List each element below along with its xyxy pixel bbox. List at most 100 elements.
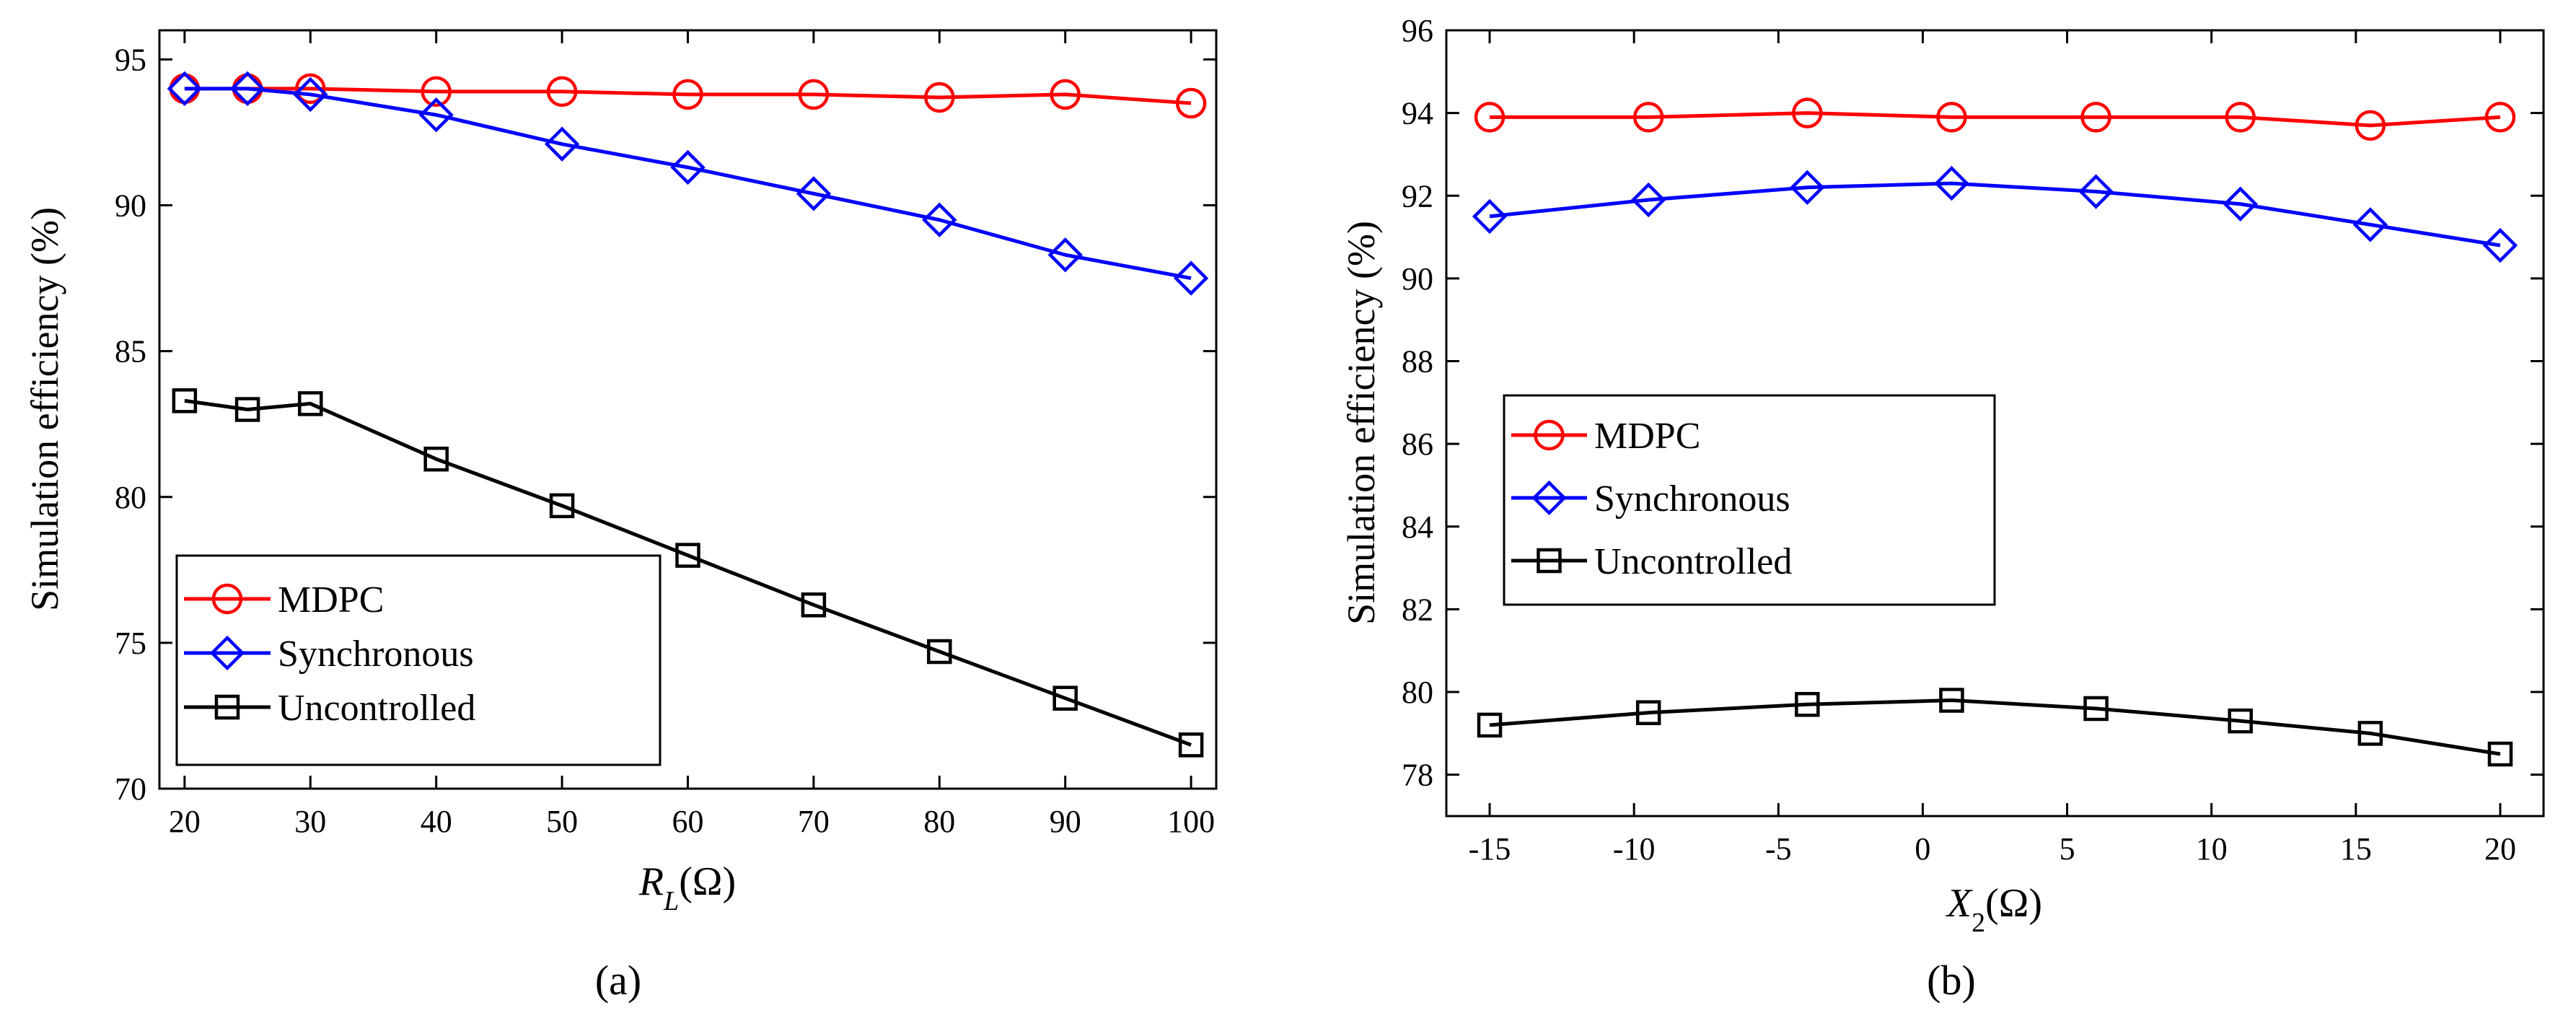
data-point-a-synchronous-1 — [229, 71, 265, 107]
legend-marker-b-uncontrolled — [1537, 548, 1562, 574]
legend-b: MDPC Synchronous Uncontrolled — [1503, 394, 1996, 606]
y-tick-label-b-3: 84 — [1402, 509, 1433, 545]
data-point-a-uncontrolled-4 — [549, 493, 575, 519]
data-point-a-mdpc-6 — [798, 79, 830, 110]
data-point-a-uncontrolled-9 — [1178, 732, 1204, 758]
data-point-a-synchronous-6 — [796, 176, 832, 211]
data-point-b-synchronous-1 — [1631, 182, 1666, 218]
x-tick-label-b-4: 5 — [2060, 831, 2075, 867]
x-tick-label-b-7: 20 — [2484, 831, 2516, 867]
data-point-a-mdpc-3 — [421, 76, 452, 108]
y-tick-label-b-0: 78 — [1402, 758, 1433, 793]
x-tick-label-a-6: 80 — [923, 804, 955, 839]
y-tick-label-b-4: 86 — [1402, 426, 1433, 462]
legend-label-b-synchronous: Synchronous — [1594, 478, 1790, 520]
data-point-b-mdpc-2 — [1792, 97, 1823, 128]
x-tick-label-a-4: 60 — [672, 804, 704, 839]
legend-a: MDPC Synchronous Uncontrolled — [175, 554, 661, 766]
caption-b: (b) — [1927, 957, 1976, 1004]
x-axis-label-a-sub: L — [663, 886, 679, 916]
legend-label-b-uncontrolled: Uncontrolled — [1594, 541, 1792, 582]
x-tick-label-a-8: 100 — [1167, 804, 1215, 839]
x-tick-label-b-1: -10 — [1613, 831, 1656, 867]
y-tick-label-b-7: 92 — [1402, 178, 1433, 214]
data-point-a-mdpc-9 — [1175, 87, 1207, 119]
y-tick-label-a-5: 95 — [115, 42, 146, 77]
data-point-b-uncontrolled-5 — [2228, 708, 2253, 734]
data-point-a-synchronous-7 — [922, 202, 957, 237]
data-point-b-mdpc-4 — [2080, 102, 2111, 133]
y-axis-label-b: Simulation efficiency (%) — [1340, 221, 1383, 625]
series-line-b-uncontrolled — [1489, 698, 2501, 756]
data-point-b-synchronous-3 — [1934, 165, 1969, 201]
data-point-a-synchronous-0 — [167, 71, 203, 107]
y-tick-label-a-0: 70 — [115, 771, 146, 807]
series-line-a-uncontrolled — [184, 398, 1192, 747]
y-tick-label-a-2: 80 — [115, 480, 146, 515]
data-point-a-mdpc-7 — [924, 82, 955, 113]
x-axis-label-a-main: R — [638, 859, 664, 904]
data-point-b-synchronous-5 — [2223, 186, 2258, 222]
legend-label-a-synchronous: Synchronous — [278, 634, 474, 675]
y-tick-label-a-1: 75 — [115, 626, 146, 661]
series-line-a-synchronous — [184, 87, 1192, 281]
y-tick-label-b-6: 90 — [1402, 261, 1433, 297]
legend-label-a-uncontrolled: Uncontrolled — [278, 688, 475, 729]
data-point-b-mdpc-7 — [2484, 102, 2516, 133]
data-point-a-uncontrolled-5 — [675, 543, 700, 568]
data-point-a-uncontrolled-3 — [423, 446, 449, 472]
x-tick-label-a-0: 20 — [169, 804, 201, 839]
x-tick-label-b-0: -15 — [1469, 831, 1511, 867]
data-point-a-uncontrolled-2 — [298, 391, 323, 416]
x-tick-label-b-3: 0 — [1915, 831, 1930, 867]
data-point-a-mdpc-8 — [1050, 79, 1081, 110]
data-point-b-uncontrolled-4 — [2083, 696, 2109, 722]
data-point-a-mdpc-4 — [546, 76, 578, 108]
x-axis-label-a: RL(Ω) — [638, 859, 736, 916]
data-point-b-mdpc-6 — [2355, 110, 2386, 141]
x-tick-label-a-1: 30 — [294, 804, 326, 839]
x-axis-label-a-tail: (Ω) — [679, 859, 736, 904]
legend-marker-a-mdpc — [211, 583, 243, 615]
data-point-a-synchronous-9 — [1173, 260, 1209, 296]
data-point-b-synchronous-4 — [2078, 174, 2114, 209]
data-point-a-uncontrolled-0 — [172, 388, 198, 413]
data-point-b-uncontrolled-3 — [1939, 688, 1964, 713]
y-tick-label-b-1: 80 — [1402, 675, 1433, 710]
y-axis-label-a: Simulation efficiency (%) — [23, 207, 66, 611]
data-point-a-synchronous-5 — [670, 149, 705, 185]
data-point-b-synchronous-2 — [1790, 170, 1825, 205]
x-tick-label-a-5: 70 — [798, 804, 830, 839]
legend-marker-a-synchronous — [209, 635, 245, 671]
data-point-b-synchronous-0 — [1472, 198, 1508, 235]
data-point-a-synchronous-3 — [418, 97, 454, 133]
data-point-b-uncontrolled-0 — [1477, 712, 1503, 738]
legend-box-a — [175, 554, 661, 766]
data-point-a-uncontrolled-7 — [927, 639, 952, 665]
data-point-b-synchronous-7 — [2482, 227, 2518, 263]
data-point-a-uncontrolled-6 — [801, 592, 827, 618]
x-tick-label-b-5: 10 — [2196, 831, 2228, 867]
series-line-a-mdpc — [184, 87, 1192, 105]
x-tick-label-b-2: -5 — [1765, 831, 1792, 867]
x-tick-label-b-6: 15 — [2340, 831, 2372, 867]
legend-marker-a-uncontrolled — [214, 694, 240, 720]
data-point-b-uncontrolled-6 — [2357, 721, 2383, 746]
y-tick-label-b-2: 82 — [1402, 592, 1433, 627]
data-point-b-synchronous-6 — [2352, 207, 2388, 242]
data-point-b-uncontrolled-1 — [1635, 700, 1661, 725]
x-tick-label-a-2: 40 — [421, 804, 452, 839]
data-point-a-uncontrolled-8 — [1052, 685, 1078, 711]
x-tick-label-a-7: 90 — [1050, 804, 1081, 839]
y-tick-label-b-5: 88 — [1402, 344, 1433, 380]
data-point-b-mdpc-5 — [2225, 102, 2256, 133]
x-axis-label-b-main: X — [1946, 881, 1974, 926]
series-line-b-mdpc — [1490, 111, 2501, 128]
data-point-a-mdpc-5 — [672, 79, 703, 110]
legend-marker-b-mdpc — [1534, 419, 1565, 451]
y-tick-label-b-9: 96 — [1402, 13, 1433, 48]
plot-area-b — [1472, 97, 2518, 767]
legend-label-b-mdpc: MDPC — [1594, 416, 1700, 457]
ticks-b: -15 -10 -5 0 5 10 15 20 78 80 82 84 86 88 90 92 94 96 — [1402, 13, 2544, 867]
